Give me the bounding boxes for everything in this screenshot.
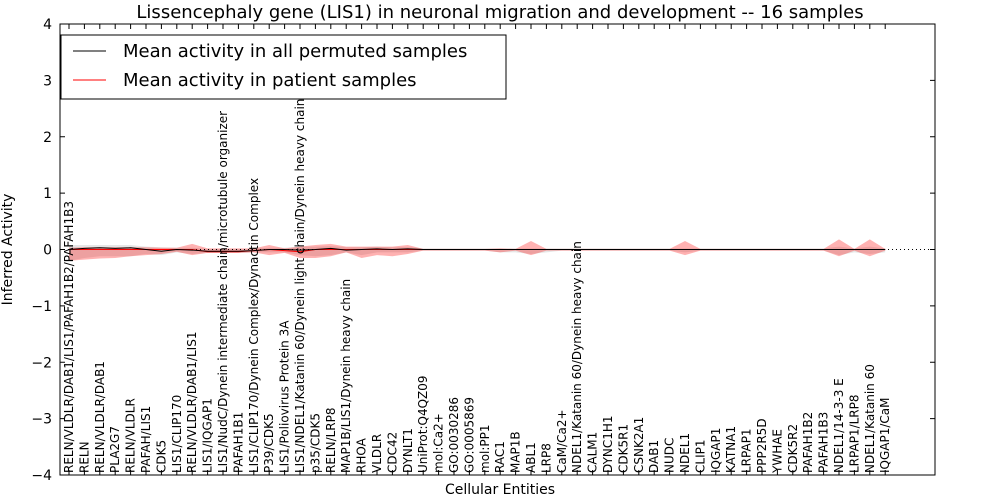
- x-tick-label: PAFAH1B1: [231, 412, 245, 473]
- x-tick-label: LIS1/Poliovirus Protein 3A: [278, 320, 292, 473]
- band-permuted: [69, 244, 886, 261]
- y-axis: −4 −3 −2 −1 0 1 2 3 4: [31, 17, 935, 484]
- x-tick-label: RELN/VLDLR/DAB1/LIS1/PAFAH1B2/PAFAH1B3: [62, 201, 76, 473]
- x-tick-label: LRPAP1: [740, 428, 754, 473]
- x-tick-label: IQGAP1/CaM: [878, 398, 892, 474]
- x-tick-label: CSNK2A1: [632, 417, 646, 473]
- x-tick-label: PPP2R5D: [755, 418, 769, 473]
- x-tick-label: VLDLR: [370, 434, 384, 473]
- x-tick-label: UniProt:Q4QZ09: [416, 375, 430, 473]
- x-tick-label: RHOA: [355, 437, 369, 473]
- x-tick-label: CDK5: [154, 440, 168, 473]
- x-tick-label: CaM/Ca2+: [555, 409, 569, 473]
- x-tick-label: NDEL1/Katanin 60/Dynein heavy chain: [570, 241, 584, 473]
- legend: Mean activity in all permuted samples Me…: [60, 34, 507, 100]
- line-permuted: [68, 247, 886, 252]
- x-tick-label: RAC1: [493, 441, 507, 473]
- x-tick-label: GO:0030286: [447, 397, 461, 473]
- x-tick-label: mol:Ca2+: [432, 413, 446, 473]
- x-tick-label: LIS1/CLIP170: [170, 395, 184, 473]
- x-axis-label: Cellular Entities: [445, 482, 555, 498]
- y-tick-label: −2: [31, 355, 52, 371]
- x-tick-label: P39/CDK5: [262, 413, 276, 473]
- x-tick-label: CDK5R2: [786, 424, 800, 473]
- x-tick-label: RELN: [77, 441, 91, 473]
- legend-box: [60, 34, 507, 100]
- x-tick-label: LIS1/CLIP170/Dynein Complex/Dynactin Com…: [247, 178, 261, 473]
- y-tick-label: −4: [31, 468, 52, 484]
- x-tick-label: mol:PP1: [478, 424, 492, 473]
- x-tick-label: NDEL1: [678, 433, 692, 473]
- x-tick-label: RELN/LRP8: [324, 407, 338, 473]
- x-tick-label: RELN/VLDLR/DAB1: [93, 361, 107, 473]
- x-tick-label: RELN/VLDLR: [124, 398, 138, 473]
- x-tick-label: NDEL1/Katanin 60: [863, 364, 877, 473]
- x-tick-label: p35/CDK5: [308, 413, 322, 473]
- y-axis-label: Inferred Activity: [0, 194, 16, 306]
- x-tick-label: MAP1B/LIS1/Dynein heavy chain: [339, 279, 353, 473]
- x-tick-label: GO:0005869: [462, 397, 476, 473]
- x-tick-label: DYNLT1: [401, 428, 415, 473]
- x-tick-label: LRP8: [539, 443, 553, 473]
- y-tick-label: −1: [31, 299, 52, 315]
- x-tick-label: CALM1: [586, 432, 600, 473]
- x-tick-label: PAFAH1B2: [801, 412, 815, 473]
- x-tick-label: LRPAP1/LRP8: [847, 394, 861, 473]
- x-tick-label: PLA2G7: [108, 426, 122, 473]
- x-tick-label: LIS1/IQGAP1: [201, 398, 215, 473]
- chart-title: Lissencephaly gene (LIS1) in neuronal mi…: [136, 2, 863, 23]
- y-tick-label: 4: [43, 17, 52, 33]
- x-tick-label: ABL1: [524, 442, 538, 473]
- x-axis: RELN/VLDLR/DAB1/LIS1/PAFAH1B2/PAFAH1B3 RE…: [62, 24, 892, 475]
- y-tick-label: 2: [43, 130, 52, 146]
- y-tick-label: 3: [43, 73, 52, 89]
- x-tick-label: NUDC: [663, 438, 677, 473]
- x-tick-label: LIS1/NudC/Dynein intermediate chain/micr…: [216, 111, 230, 473]
- x-tick-label: KATNA1: [724, 426, 738, 473]
- y-tick-label: 0: [43, 243, 52, 259]
- x-tick-label: CLIP1: [693, 440, 707, 473]
- x-tick-label: CDC42: [385, 432, 399, 473]
- y-tick-label: 1: [43, 186, 52, 202]
- x-tick-label: DYNC1H1: [601, 415, 615, 473]
- x-tick-label: IQGAP1: [709, 428, 723, 473]
- x-tick-label: LIS1/NDEL1/Katanin 60/Dynein light chain…: [293, 99, 307, 473]
- band-patient: [69, 239, 886, 261]
- legend-label-patient: Mean activity in patient samples: [123, 70, 417, 91]
- x-tick-label: YWHAE: [770, 429, 784, 474]
- x-tick-label: CDK5R1: [616, 424, 630, 473]
- plot-area: [60, 239, 935, 261]
- x-tick-label: PAFAH1B3: [817, 412, 831, 473]
- x-tick-label: DAB1: [647, 440, 661, 473]
- x-tick-label: MAP1B: [509, 431, 523, 473]
- legend-label-permuted: Mean activity in all permuted samples: [123, 41, 467, 62]
- x-tick-label: RELN/VLDLR/DAB1/LIS1: [185, 332, 199, 473]
- y-tick-label: −3: [31, 412, 52, 428]
- x-tick-label: NDEL1/14-3-3 E: [832, 378, 846, 473]
- x-tick-label: PAFAH/LIS1: [139, 406, 153, 473]
